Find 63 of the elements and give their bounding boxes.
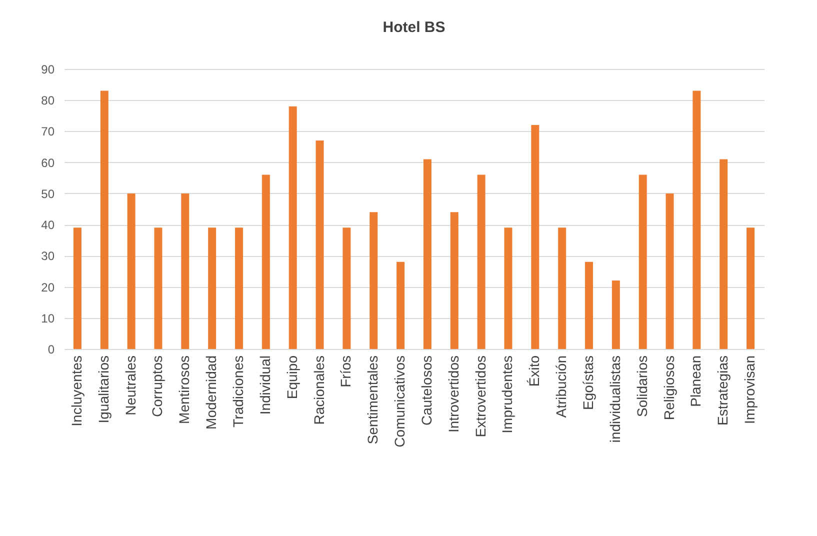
x-tick-label: Corruptos <box>149 356 166 417</box>
x-tick-label: individualistas <box>606 356 623 443</box>
y-tick-label: 90 <box>41 62 55 76</box>
bar <box>235 228 243 349</box>
y-tick-label: 60 <box>41 156 55 170</box>
bar <box>746 228 755 349</box>
bar <box>450 212 458 349</box>
bar <box>692 90 701 349</box>
bar <box>342 228 351 349</box>
bar <box>181 193 190 349</box>
bar <box>477 174 486 349</box>
x-tick-label: Egoístas <box>580 356 596 410</box>
x-tick-label: Planean <box>688 356 704 407</box>
x-tick-label: Introvertidos <box>445 356 462 433</box>
bar <box>73 228 82 349</box>
bar <box>720 159 728 349</box>
bar <box>370 212 378 349</box>
bar <box>558 228 566 349</box>
x-tick-label: Igualitarios <box>95 356 112 424</box>
bar <box>100 90 108 349</box>
x-tick-label: Individual <box>256 356 273 415</box>
bar <box>288 106 297 349</box>
y-tick-label: 40 <box>41 218 55 232</box>
x-tick-label: Estrategias <box>714 356 731 426</box>
x-tick-label: Improvisan <box>742 356 758 424</box>
bar <box>396 262 405 349</box>
x-tick-label: Racionales <box>310 356 327 425</box>
y-tick-label: 10 <box>41 311 55 326</box>
y-tick-label: 50 <box>41 186 55 201</box>
bar <box>638 174 647 349</box>
x-tick-label: Neutrales <box>122 356 138 416</box>
y-tick-label: 30 <box>41 249 55 264</box>
x-tick-label: Fríos <box>338 356 354 388</box>
bar <box>316 140 324 349</box>
x-tick-label: Éxito <box>526 355 542 387</box>
bar <box>612 280 620 349</box>
x-tick-label: Mentirosos <box>176 356 192 424</box>
bar <box>531 125 540 349</box>
bar <box>208 228 216 349</box>
bar <box>262 174 270 349</box>
x-tick-label: Extrovertidos <box>472 356 488 438</box>
y-tick-label: 20 <box>41 280 55 294</box>
bar <box>504 228 512 349</box>
x-tick-label: Imprudentes <box>499 356 516 434</box>
x-tick-label: Tradiciones <box>230 356 246 428</box>
bar <box>423 159 432 349</box>
x-tick-label: Incluyentes <box>68 356 84 426</box>
bar <box>666 193 674 349</box>
x-tick-label: Solidarios <box>634 356 650 417</box>
y-tick-label: 80 <box>41 94 55 108</box>
bar <box>127 193 136 349</box>
bar <box>154 228 162 349</box>
chart-title: Hotel BS <box>382 19 446 36</box>
x-tick-label: Sentimentales <box>364 356 381 444</box>
x-tick-label: Equipo <box>284 355 300 400</box>
bar <box>585 262 593 349</box>
x-tick-label: Comunicativos <box>392 356 408 448</box>
x-tick-label: Modernidad <box>203 356 220 430</box>
y-tick-label: 0 <box>48 342 55 356</box>
x-tick-label: Religiosos <box>660 356 677 420</box>
x-tick-label: Atribución <box>553 356 570 418</box>
y-tick-label: 70 <box>41 124 55 139</box>
x-tick-label: Cautelosos <box>418 356 434 426</box>
